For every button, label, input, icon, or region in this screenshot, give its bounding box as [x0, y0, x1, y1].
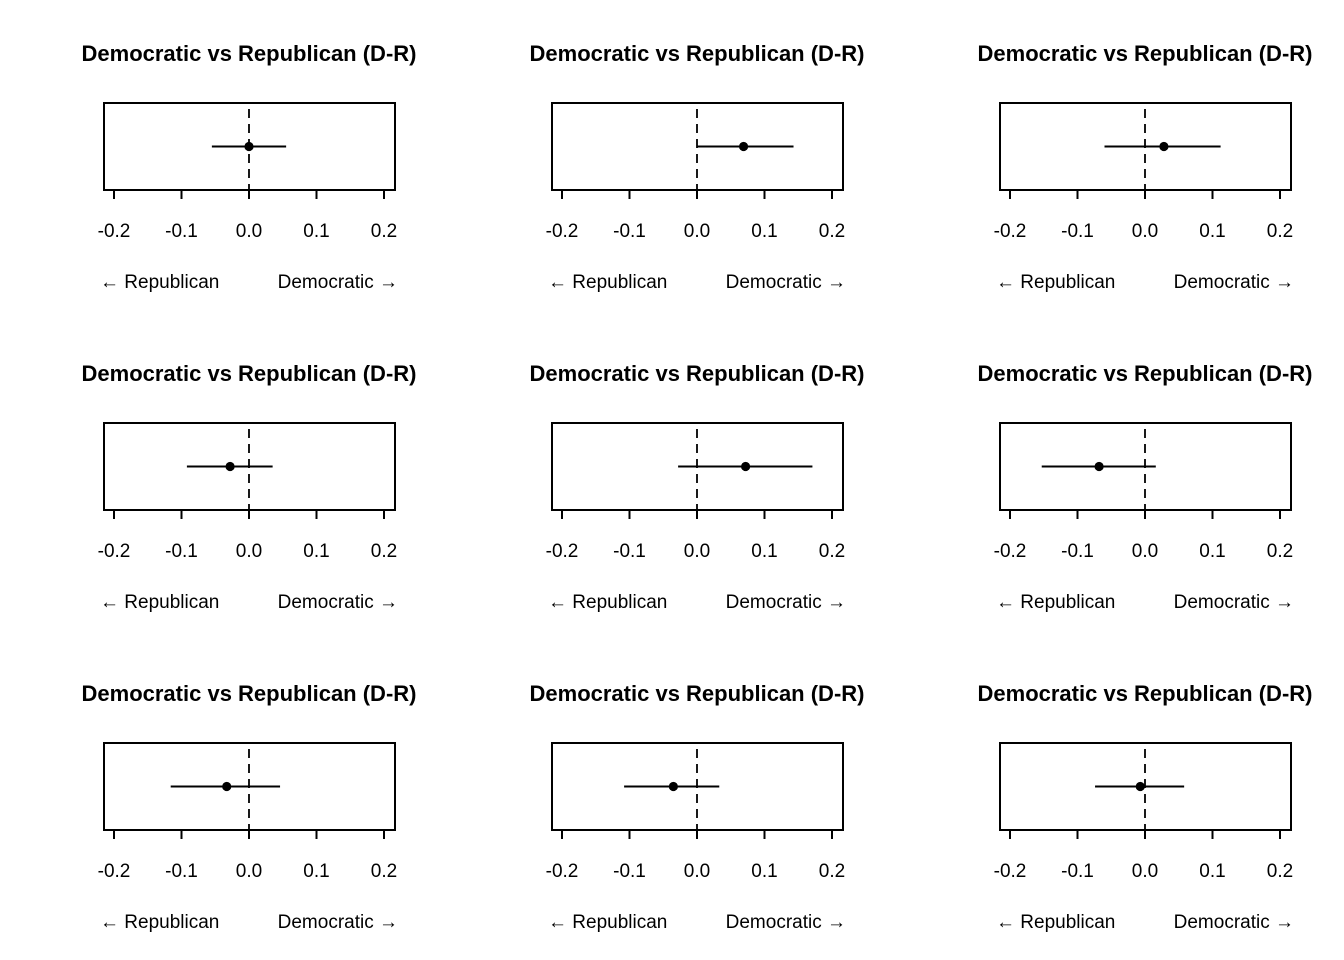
x-tick-label: 0.1	[1199, 221, 1225, 242]
x-tick-label: -0.2	[994, 861, 1027, 882]
x-tick-label: 0.0	[684, 221, 710, 242]
panel-title: Democratic vs Republican (D-R)	[530, 681, 865, 706]
x-tick-label: 0.2	[819, 861, 845, 882]
panel-4: Democratic vs Republican (D-R) -0.2 -0.1 0.…	[82, 361, 417, 613]
x-tick-label: 0.0	[236, 221, 262, 242]
panel-8: Democratic vs Republican (D-R) -0.2 -0.1 0.…	[530, 681, 865, 933]
direction-label-republican: ← Republican	[100, 272, 219, 293]
x-tick-label: 0.0	[684, 861, 710, 882]
x-tick-label: 0.1	[1199, 541, 1225, 562]
x-tick-label: -0.2	[98, 541, 131, 562]
x-tick-label: 0.2	[1267, 861, 1293, 882]
direction-label-republican: ← Republican	[100, 912, 219, 933]
point-estimate	[741, 461, 751, 472]
panel-title: Democratic vs Republican (D-R)	[82, 361, 417, 386]
direction-label-democratic: Democratic →	[278, 592, 398, 613]
x-tick-label: 0.0	[236, 861, 262, 882]
x-tick-label: 0.0	[1132, 861, 1158, 882]
x-tick-label: 0.0	[1132, 541, 1158, 562]
point-estimate	[1094, 461, 1104, 472]
x-tick-label: 0.2	[371, 221, 397, 242]
panel-title: Democratic vs Republican (D-R)	[82, 41, 417, 66]
panel-title: Democratic vs Republican (D-R)	[530, 361, 865, 386]
direction-label-democratic: Democratic →	[278, 272, 398, 293]
point-estimate	[225, 461, 235, 472]
x-tick-label: -0.2	[98, 861, 131, 882]
direction-label-democratic: Democratic →	[1174, 912, 1294, 933]
x-tick-label: 0.2	[371, 861, 397, 882]
x-tick-label: 0.1	[303, 221, 329, 242]
panel-9: Democratic vs Republican (D-R) -0.2 -0.1 0.…	[978, 681, 1313, 933]
point-estimate	[1135, 781, 1145, 792]
direction-label-democratic: Democratic →	[726, 592, 846, 613]
x-tick-label: 0.1	[751, 221, 777, 242]
x-tick-label: -0.1	[1061, 221, 1094, 242]
x-tick-label: 0.2	[1267, 541, 1293, 562]
panel-3: Democratic vs Republican (D-R) -0.2 -0.1 0.…	[978, 41, 1313, 293]
x-tick-label: -0.1	[165, 861, 198, 882]
panel-7: Democratic vs Republican (D-R) -0.2 -0.1 0.…	[82, 681, 417, 933]
direction-label-democratic: Democratic →	[726, 912, 846, 933]
direction-label-democratic: Democratic →	[1174, 592, 1294, 613]
x-tick-label: -0.1	[613, 861, 646, 882]
x-tick-label: 0.1	[751, 861, 777, 882]
x-tick-label: -0.1	[1061, 861, 1094, 882]
x-tick-label: 0.2	[819, 221, 845, 242]
x-tick-label: -0.1	[165, 221, 198, 242]
x-tick-label: -0.1	[613, 221, 646, 242]
direction-label-republican: ← Republican	[548, 912, 667, 933]
direction-label-republican: ← Republican	[996, 912, 1115, 933]
x-tick-label: -0.2	[546, 221, 579, 242]
direction-label-democratic: Democratic →	[726, 272, 846, 293]
x-tick-label: -0.2	[98, 221, 131, 242]
point-estimate	[1159, 141, 1169, 152]
x-tick-label: 0.1	[303, 541, 329, 562]
direction-label-republican: ← Republican	[100, 592, 219, 613]
panel-6: Democratic vs Republican (D-R) -0.2 -0.1 0.…	[978, 361, 1313, 613]
direction-label-republican: ← Republican	[996, 272, 1115, 293]
x-tick-label: 0.1	[1199, 861, 1225, 882]
x-tick-label: 0.1	[303, 861, 329, 882]
x-tick-label: -0.2	[546, 861, 579, 882]
panel-title: Democratic vs Republican (D-R)	[82, 681, 417, 706]
x-tick-label: -0.2	[546, 541, 579, 562]
panel-2: Democratic vs Republican (D-R) -0.2 -0.1 0.…	[530, 41, 865, 293]
point-estimate	[244, 141, 254, 152]
direction-label-republican: ← Republican	[996, 592, 1115, 613]
point-estimate	[738, 141, 749, 152]
x-tick-label: 0.0	[684, 541, 710, 562]
x-tick-label: -0.1	[613, 541, 646, 562]
x-tick-label: 0.0	[236, 541, 262, 562]
x-tick-label: 0.1	[751, 541, 777, 562]
direction-label-democratic: Democratic →	[278, 912, 398, 933]
panel-title: Democratic vs Republican (D-R)	[978, 41, 1313, 66]
x-tick-label: 0.2	[371, 541, 397, 562]
direction-label-democratic: Democratic →	[1174, 272, 1294, 293]
point-estimate	[222, 781, 232, 792]
direction-label-republican: ← Republican	[548, 272, 667, 293]
panel-5: Democratic vs Republican (D-R) -0.2 -0.1 0.…	[530, 361, 865, 613]
x-tick-label: -0.2	[994, 221, 1027, 242]
panel-title: Democratic vs Republican (D-R)	[978, 361, 1313, 386]
x-tick-label: -0.1	[1061, 541, 1094, 562]
x-tick-label: 0.2	[1267, 221, 1293, 242]
x-tick-label: 0.2	[819, 541, 845, 562]
x-tick-label: -0.1	[165, 541, 198, 562]
x-tick-label: -0.2	[994, 541, 1027, 562]
panel-title: Democratic vs Republican (D-R)	[530, 41, 865, 66]
panel-1: Democratic vs Republican (D-R) -0.2 -0.1 0.…	[82, 41, 417, 293]
direction-label-republican: ← Republican	[548, 592, 667, 613]
panel-title: Democratic vs Republican (D-R)	[978, 681, 1313, 706]
x-tick-label: 0.0	[1132, 221, 1158, 242]
point-estimate	[668, 781, 678, 792]
